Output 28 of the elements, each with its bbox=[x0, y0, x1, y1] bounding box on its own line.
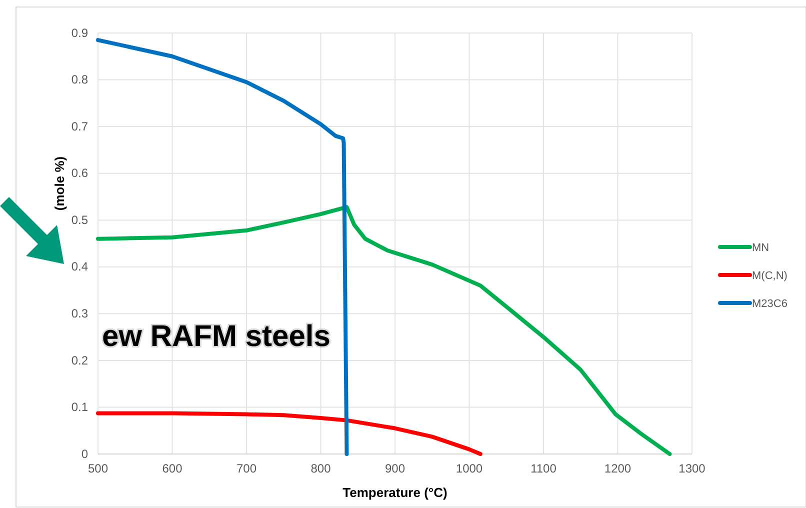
y-tick-label: 0.9 bbox=[71, 26, 88, 40]
y-tick-label: 0.3 bbox=[71, 306, 88, 321]
x-tick-label: 500 bbox=[88, 462, 108, 476]
x-tick-label: 700 bbox=[236, 462, 257, 476]
y-tick-label: 0.5 bbox=[71, 212, 88, 227]
legend-label: MN bbox=[752, 242, 770, 254]
x-tick-label: 1300 bbox=[678, 462, 706, 476]
y-tick-label: 0.6 bbox=[71, 166, 88, 180]
y-tick-label: 0.4 bbox=[71, 260, 88, 274]
y-axis-title: (mole %) bbox=[52, 156, 67, 211]
y-tick-label: 0 bbox=[81, 446, 88, 461]
line-series bbox=[96, 205, 672, 456]
y-tick-label: 0.2 bbox=[71, 353, 88, 368]
x-tick-label: 900 bbox=[384, 462, 406, 476]
x-tick-label: 1200 bbox=[604, 462, 632, 476]
y-tick-label: 0.7 bbox=[71, 119, 88, 134]
x-tick-label: 800 bbox=[310, 462, 332, 476]
legend-label: M(C,N) bbox=[752, 270, 788, 282]
y-tick-label: 0.8 bbox=[71, 72, 88, 87]
x-tick-label: 1000 bbox=[456, 462, 483, 476]
x-tick-label: 600 bbox=[162, 462, 183, 476]
line-series bbox=[96, 38, 349, 456]
y-tick-label: 0.1 bbox=[71, 400, 88, 414]
line-series bbox=[96, 411, 482, 456]
legend-label: M23C6 bbox=[752, 298, 788, 310]
x-tick-label: 1100 bbox=[530, 462, 557, 476]
x-axis-title: Temperature (°C) bbox=[342, 485, 448, 500]
annotation: ew RAFM steels bbox=[102, 320, 330, 353]
